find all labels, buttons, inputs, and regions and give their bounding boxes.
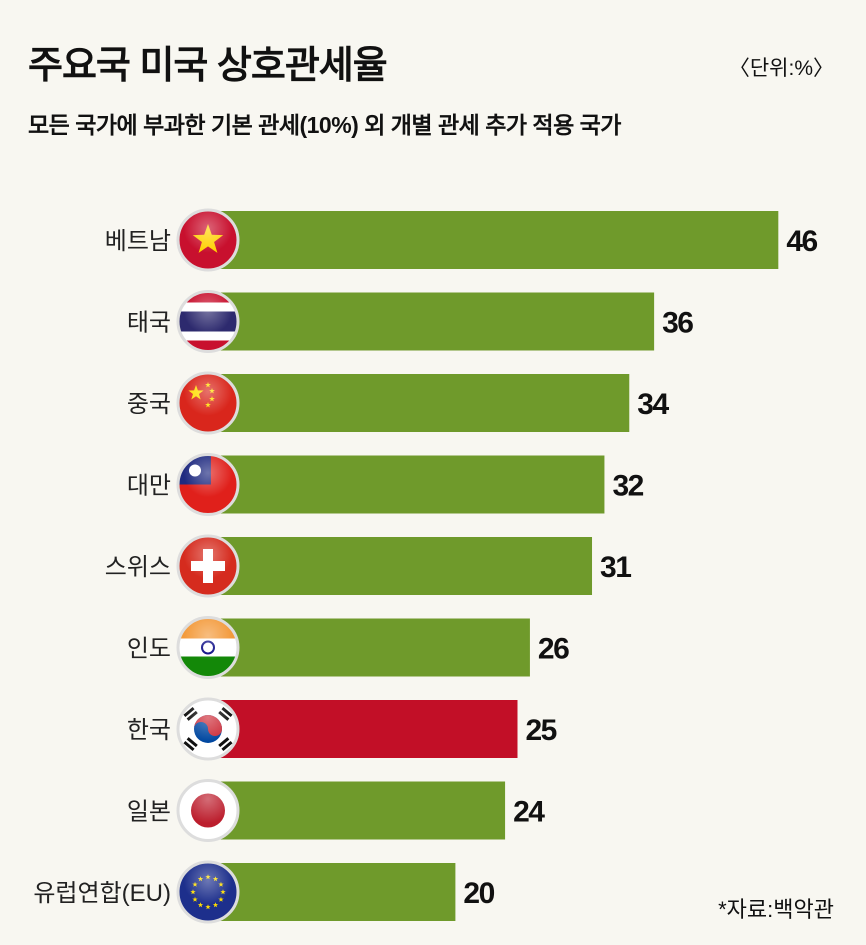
category-label: 대만 xyxy=(127,473,171,500)
bar-7 xyxy=(207,781,506,840)
value-label: 20 xyxy=(463,877,494,910)
bar-5 xyxy=(207,618,530,677)
thailand-flag-icon xyxy=(176,290,240,353)
category-label: 중국 xyxy=(127,391,171,418)
category-label: 태국 xyxy=(127,310,171,337)
bar-3 xyxy=(207,455,605,514)
value-label: 46 xyxy=(786,225,817,258)
bar-6 xyxy=(207,700,518,758)
category-label: 유럽연합(EU) xyxy=(33,880,171,907)
india-flag-icon xyxy=(176,616,240,679)
value-label: 31 xyxy=(600,551,631,584)
value-label: 26 xyxy=(538,633,569,666)
bar-4 xyxy=(207,537,593,595)
switzerland-flag-icon xyxy=(176,534,240,598)
value-label: 24 xyxy=(513,796,545,829)
value-label: 32 xyxy=(612,470,643,503)
korea-flag-icon xyxy=(176,697,240,761)
vietnam-flag-icon xyxy=(176,208,240,272)
source-note: *자료:백악관 xyxy=(718,897,834,922)
bar-1 xyxy=(207,292,655,351)
bar-0 xyxy=(207,211,779,269)
value-label: 25 xyxy=(526,714,557,747)
chart-subtitle: 모든 국가에 부과한 기본 관세(10%) 외 개별 관세 추가 적용 국가 xyxy=(28,112,621,138)
category-label: 일본 xyxy=(127,799,171,826)
unit-label: 〈단위:%〉 xyxy=(728,57,834,80)
eu-flag-icon xyxy=(176,860,240,924)
chart-title: 주요국 미국 상호관세율 xyxy=(28,45,388,87)
japan-flag-icon xyxy=(176,779,240,842)
category-label: 스위스 xyxy=(105,554,171,581)
bar-8 xyxy=(207,863,456,921)
category-label: 한국 xyxy=(127,717,171,744)
category-label: 베트남 xyxy=(105,228,171,255)
value-label: 36 xyxy=(662,307,693,340)
taiwan-flag-icon xyxy=(176,453,240,516)
category-label: 인도 xyxy=(127,636,171,663)
china-flag-icon xyxy=(176,371,240,435)
value-label: 34 xyxy=(637,388,669,421)
bar-2 xyxy=(207,374,630,432)
